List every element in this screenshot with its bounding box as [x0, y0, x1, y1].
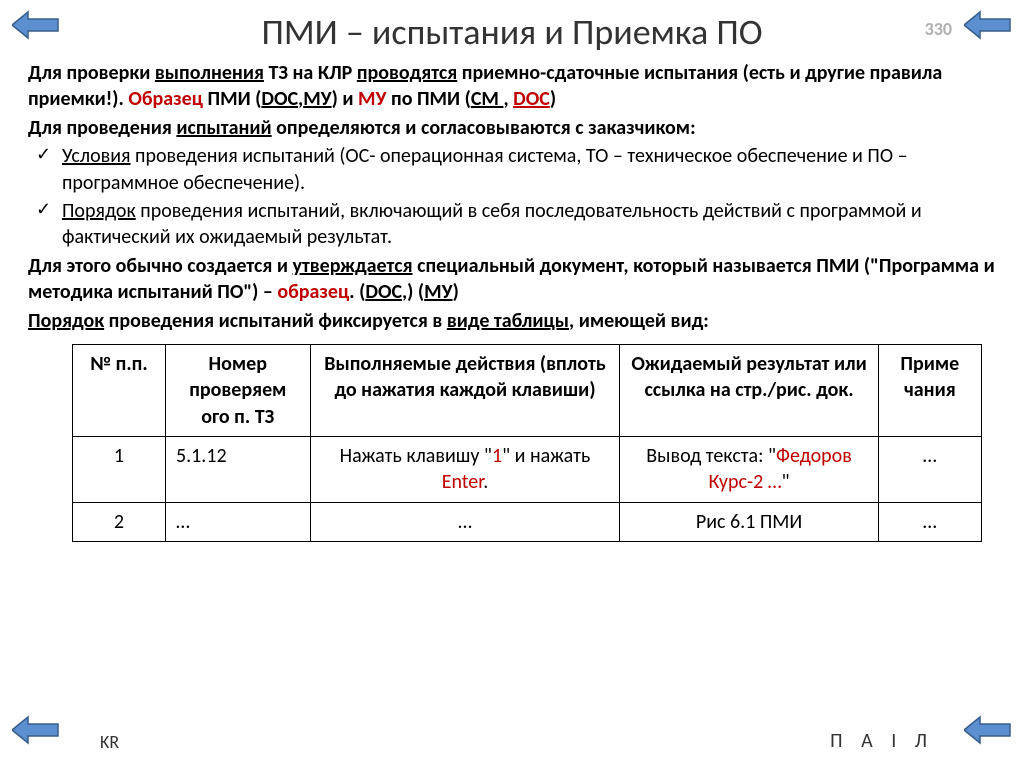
cell-r2c4: Рис 6.1 ПМИ: [620, 502, 878, 541]
th-notes: Приме чания: [878, 344, 981, 436]
table-row: 2 … … Рис 6.1 ПМИ …: [73, 502, 982, 541]
bullet-list: Условия проведения испытаний (ОС- операц…: [36, 143, 996, 251]
bullet-item-1: Условия проведения испытаний (ОС- операц…: [36, 143, 996, 196]
cell-r1c4: Вывод текста: "Федоров Курс-2 …": [620, 437, 878, 503]
slide-title: ПМИ – испытания и Приемка ПО: [28, 10, 996, 54]
content-body: Для проверки выполнения ТЗ на КЛР провод…: [28, 60, 996, 542]
bullet-item-2: Порядок проведения испытаний, включающий…: [36, 198, 996, 251]
mu-link[interactable]: МУ: [303, 87, 331, 111]
nav-arrow-prev-bottom[interactable]: [12, 715, 60, 745]
cell-r1c1: 1: [73, 437, 166, 503]
doc-link[interactable]: DOC: [261, 87, 298, 111]
mu-link-2[interactable]: МУ: [424, 280, 452, 304]
th-num: № п.п.: [73, 344, 166, 436]
cell-r1c5: …: [878, 437, 981, 503]
cell-r1c2: 5.1.12: [165, 437, 310, 503]
cell-r2c5: …: [878, 502, 981, 541]
th-tz: Номер проверяем ого п. ТЗ: [165, 344, 310, 436]
footer-kr: KR: [100, 731, 119, 753]
paragraph-2: Для проведения испытаний определяются и …: [28, 115, 996, 141]
slide: 330 ПМИ – испытания и Приемка ПО Для про…: [0, 0, 1024, 767]
sm-link[interactable]: СМ: [471, 87, 504, 111]
th-result: Ожидаемый результат или ссылка на стр./р…: [620, 344, 878, 436]
footer-pail: П А І Л: [830, 729, 934, 753]
doc-link-3[interactable]: DOC: [365, 280, 402, 304]
nav-arrow-prev-top[interactable]: [12, 10, 60, 40]
page-number: 330: [925, 18, 952, 40]
cell-r2c3: …: [310, 502, 620, 541]
th-actions: Выполняемые действия (вплоть до нажатия …: [310, 344, 620, 436]
table-row: 1 5.1.12 Нажать клавишу "1" и нажать Ent…: [73, 437, 982, 503]
paragraph-1: Для проверки выполнения ТЗ на КЛР провод…: [28, 60, 996, 113]
cell-r2c1: 2: [73, 502, 166, 541]
paragraph-4: Порядок проведения испытаний фиксируется…: [28, 308, 996, 334]
table-header-row: № п.п. Номер проверяем ого п. ТЗ Выполня…: [73, 344, 982, 436]
cell-r2c2: …: [165, 502, 310, 541]
nav-arrow-prev-top-right[interactable]: [964, 10, 1012, 40]
cell-r1c3: Нажать клавишу "1" и нажать Enter.: [310, 437, 620, 503]
paragraph-3: Для этого обычно создается и утверждаетс…: [28, 253, 996, 306]
nav-arrow-prev-bottom-right[interactable]: [964, 715, 1012, 745]
doc-link-2[interactable]: DOC: [513, 87, 550, 111]
test-table: № п.п. Номер проверяем ого п. ТЗ Выполня…: [72, 344, 982, 542]
